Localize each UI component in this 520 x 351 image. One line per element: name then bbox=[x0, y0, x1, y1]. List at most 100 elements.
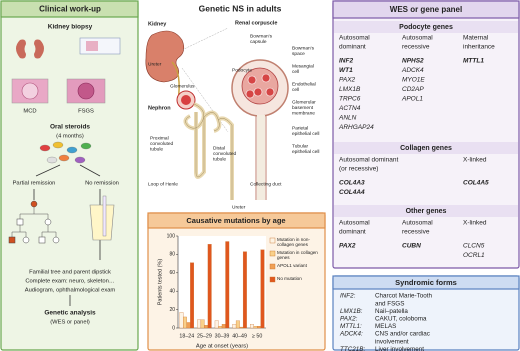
syndrome-description: CAKUT, coloboma bbox=[375, 315, 427, 322]
step-label: FSGS bbox=[78, 109, 94, 115]
pill bbox=[39, 144, 51, 152]
pill bbox=[52, 141, 64, 149]
legend-entry: APOL1 variant bbox=[277, 263, 307, 268]
anatomy-label: Podocyte bbox=[232, 67, 252, 73]
gene-name: APOL1 bbox=[401, 96, 423, 103]
gene-name: LMX1B bbox=[339, 86, 361, 93]
bar bbox=[221, 324, 226, 329]
inheritance-heading: X-linked bbox=[463, 157, 487, 164]
anatomy-label: Ureter bbox=[148, 61, 162, 67]
syndrome-description: MELAS bbox=[375, 323, 396, 330]
anatomy-label: Bowman's bbox=[250, 33, 273, 39]
section-title: Podocyte genes bbox=[399, 24, 453, 31]
anatomy-label: capsule bbox=[250, 39, 267, 45]
panel-title: Clinical work-up bbox=[39, 5, 101, 14]
legend-swatch bbox=[269, 263, 276, 270]
step-label: No remission bbox=[85, 181, 119, 187]
section-band bbox=[334, 205, 518, 217]
pedigree-male bbox=[38, 236, 46, 244]
gene-name: COL4A3 bbox=[339, 180, 365, 187]
syndrome-gene: INF2: bbox=[340, 293, 356, 300]
legend-entry: Mutation in non-collagen genes bbox=[277, 237, 310, 247]
section-band bbox=[334, 21, 518, 33]
gene-name: WT1 bbox=[339, 67, 353, 74]
gene-name: CLCN5 bbox=[463, 243, 485, 250]
panel-header bbox=[147, 212, 326, 229]
legend-label: Mutation in non-collagen genes bbox=[277, 237, 310, 247]
syndrome-gene: PAX2: bbox=[340, 315, 358, 322]
bar bbox=[190, 262, 194, 329]
anatomy-label: Parietal bbox=[292, 125, 308, 131]
x-tick-label: 30–39 bbox=[215, 333, 230, 339]
gene-name: ARHGAP24 bbox=[338, 124, 374, 131]
inheritance-heading: dominant bbox=[339, 229, 366, 236]
syndrome-gene: ADCK4: bbox=[339, 331, 363, 338]
pill bbox=[66, 146, 78, 154]
section-title: Other genes bbox=[406, 208, 447, 215]
tubule-out bbox=[255, 115, 267, 200]
tubule-edge bbox=[185, 103, 233, 200]
syndrome-description: CNS and/or cardiac bbox=[375, 331, 430, 338]
bar bbox=[183, 316, 187, 329]
bar bbox=[179, 312, 184, 329]
anatomy-label: Collecting duct bbox=[250, 181, 282, 187]
step-label: Audiogram, ophthalmological exam bbox=[25, 288, 116, 294]
anatomy-label: convoluted bbox=[150, 141, 174, 147]
micrograph bbox=[77, 82, 95, 100]
bar bbox=[200, 319, 205, 329]
bar bbox=[197, 319, 202, 329]
gene-name: PAX2 bbox=[339, 77, 356, 84]
x-tick-label: ≥ 50 bbox=[252, 333, 262, 339]
step-label: Genetic analysis bbox=[44, 310, 96, 317]
anatomy-label: Bowman's bbox=[292, 45, 315, 51]
slide-icon bbox=[86, 41, 98, 51]
bar bbox=[253, 326, 258, 329]
anatomy-label: tubule bbox=[150, 146, 163, 152]
bar bbox=[204, 325, 209, 329]
bar bbox=[232, 324, 237, 329]
syndrome-description: Charcot Marie-Tooth bbox=[375, 293, 433, 300]
legend-swatch bbox=[269, 237, 276, 244]
pedigree-female bbox=[22, 236, 30, 244]
step-label: Familial tree and parent dipstick bbox=[29, 270, 111, 276]
legend-label: Mutation in collagen genes bbox=[277, 250, 318, 260]
x-tick-label: 25–29 bbox=[197, 333, 212, 339]
panel-header bbox=[0, 0, 139, 18]
legend-entry: No mutation bbox=[277, 276, 302, 281]
pedigree-female bbox=[44, 218, 52, 226]
capillary-tuft bbox=[241, 67, 279, 105]
section-band bbox=[334, 142, 518, 154]
kidney-icon bbox=[34, 39, 44, 59]
anatomy-label: Kidney bbox=[148, 21, 167, 27]
anatomy-label: epithelial cell bbox=[292, 131, 319, 137]
micrograph bbox=[21, 82, 39, 100]
bar bbox=[239, 326, 244, 329]
panel-title: Syndromic forms bbox=[395, 278, 457, 287]
anatomy-label: Ureter bbox=[232, 204, 246, 210]
gene-name: ACTN4 bbox=[338, 105, 361, 112]
glomerulus-core bbox=[181, 95, 191, 105]
pedigree-female bbox=[52, 236, 60, 244]
bar bbox=[260, 249, 265, 329]
y-tick-label: 20 bbox=[169, 307, 175, 313]
anatomy-label: tubule bbox=[213, 156, 226, 162]
bar bbox=[214, 320, 219, 329]
inheritance-heading: Autosomal bbox=[402, 35, 433, 42]
bar bbox=[242, 251, 247, 329]
anatomy-label: basement bbox=[292, 105, 314, 111]
bar bbox=[235, 320, 240, 329]
kidney bbox=[145, 30, 185, 83]
capillary bbox=[261, 73, 271, 83]
capillary bbox=[253, 87, 263, 97]
syndrome-description: Liver involvement bbox=[375, 346, 424, 351]
tubule-lumen bbox=[257, 115, 265, 200]
anatomy-label: Renal corpuscle bbox=[235, 20, 278, 26]
anatomy-label: Glomerular bbox=[292, 99, 316, 105]
pedigree-female bbox=[30, 200, 38, 208]
inheritance-heading: Autosomal bbox=[339, 35, 370, 42]
step-label: Partial remission bbox=[13, 181, 56, 187]
anatomy-label: Nephron bbox=[148, 105, 171, 111]
inheritance-heading: recessive bbox=[402, 229, 430, 236]
x-tick-label: 40–49 bbox=[232, 333, 247, 339]
x-tick-label: 18–24 bbox=[179, 333, 194, 339]
